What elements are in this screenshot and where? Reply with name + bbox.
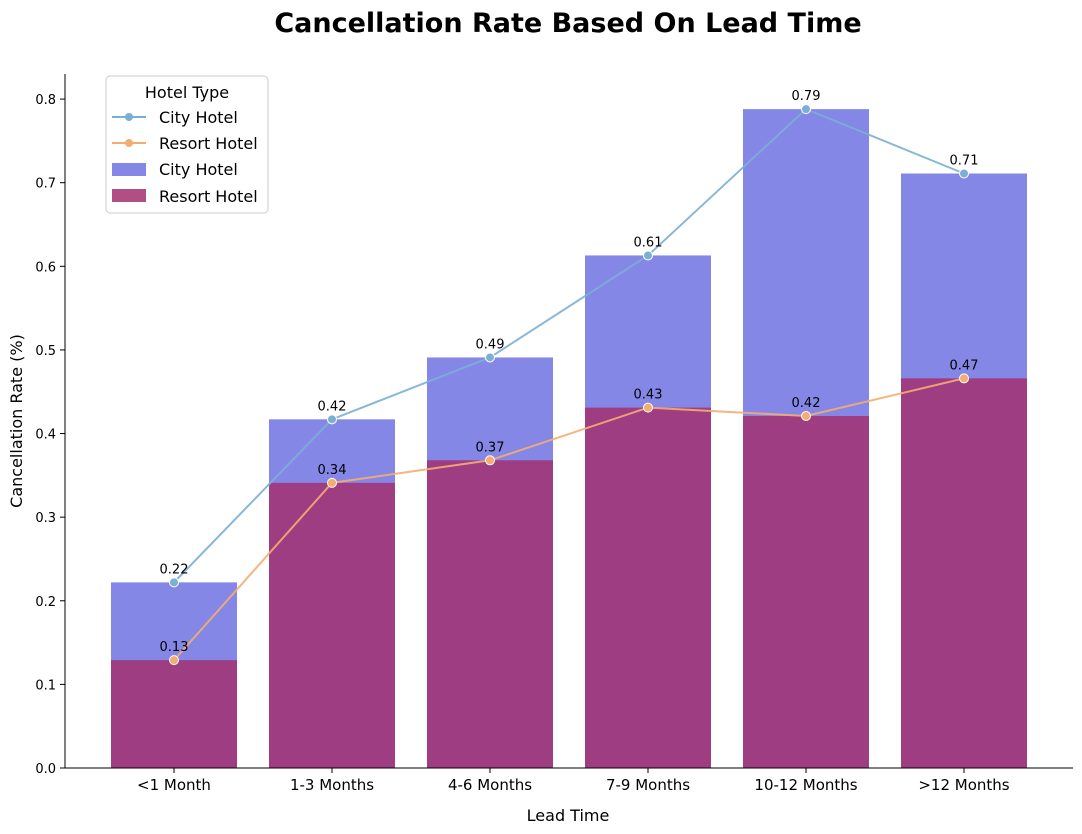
resort-hotel-marker <box>327 477 337 488</box>
legend-bar-swatch <box>112 163 146 176</box>
y-tick-label: 0.5 <box>35 344 56 359</box>
resort-hotel-bar <box>111 660 237 768</box>
resort-hotel-bar <box>901 378 1027 768</box>
resort-hotel-data-label: 0.47 <box>950 358 979 373</box>
resort-hotel-data-label: 0.13 <box>160 640 189 655</box>
y-tick-label: 0.7 <box>35 177 56 192</box>
legend-marker <box>125 113 133 121</box>
x-tick-label: 4-6 Months <box>448 776 532 794</box>
city-hotel-marker <box>643 250 653 261</box>
legend-entry-city-hotel-bar: City Hotel <box>112 160 238 179</box>
y-tick-label: 0.4 <box>35 428 56 443</box>
city-hotel-marker <box>169 577 179 588</box>
resort-hotel-marker <box>485 455 495 466</box>
city-hotel-marker <box>801 104 811 115</box>
y-tick-label: 0.3 <box>35 511 56 526</box>
resort-hotel-bar <box>269 482 395 768</box>
legend-label: Resort Hotel <box>159 187 258 206</box>
legend-bar-swatch <box>112 189 146 202</box>
city-hotel-data-label: 0.22 <box>160 562 189 577</box>
city-hotel-marker <box>327 414 337 425</box>
legend-entry-resort-hotel-line: Resort Hotel <box>112 134 258 153</box>
legend-label: City Hotel <box>159 108 238 127</box>
y-axis-label: Cancellation Rate (%) <box>7 334 26 508</box>
resort-hotel-bar <box>743 415 869 768</box>
city-hotel-data-label: 0.42 <box>318 399 347 414</box>
legend: Hotel Type City Hotel Resort Hotel City … <box>105 75 269 214</box>
y-tick-label: 0.1 <box>35 678 56 693</box>
city-hotel-marker <box>959 168 969 179</box>
data-labels-layer: 0.22 0.42 0.49 0.61 0.79 0.71 0.13 0.34 0.37 0.43… <box>160 89 979 655</box>
x-tick-label: 7-9 Months <box>606 776 690 794</box>
resort-hotel-data-label: 0.34 <box>318 463 347 478</box>
city-hotel-marker <box>485 352 495 363</box>
resort-hotel-marker <box>169 655 179 666</box>
legend-label: Resort Hotel <box>159 134 258 153</box>
resort-hotel-marker <box>801 410 811 421</box>
legend-marker <box>125 139 133 147</box>
resort-hotel-marker <box>959 373 969 384</box>
y-ticks: 0.0 0.1 0.2 0.3 0.4 0.5 0.6 0.7 0.8 <box>35 93 65 777</box>
x-axis-label: Lead Time <box>527 806 610 825</box>
city-hotel-data-label: 0.79 <box>792 89 821 104</box>
resort-hotel-data-label: 0.42 <box>792 396 821 411</box>
legend-entry-city-hotel-line: City Hotel <box>112 108 238 127</box>
y-tick-label: 0.2 <box>35 595 56 610</box>
x-ticks: <1 Month 1-3 Months 4-6 Months 7-9 Months 10… <box>137 768 1010 794</box>
city-hotel-line <box>173 107 965 584</box>
city-hotel-data-label: 0.49 <box>476 337 505 352</box>
chart-title: Cancellation Rate Based On Lead Time <box>274 8 861 39</box>
resort-hotel-data-label: 0.37 <box>476 440 505 455</box>
y-tick-label: 0.8 <box>35 93 56 108</box>
city-hotel-data-label: 0.61 <box>634 235 663 250</box>
x-tick-label: 1-3 Months <box>290 776 374 794</box>
y-tick-label: 0.6 <box>35 260 56 275</box>
x-tick-label: >12 Months <box>918 776 1009 794</box>
legend-entry-resort-hotel-bar: Resort Hotel <box>112 187 258 206</box>
legend-frame <box>105 75 269 214</box>
x-tick-label: 10-12 Months <box>754 776 857 794</box>
resort-hotel-data-label: 0.43 <box>634 388 663 403</box>
lines-layer <box>169 104 969 666</box>
x-tick-label: <1 Month <box>137 776 211 794</box>
resort-hotel-bar <box>427 460 553 768</box>
city-hotel-data-label: 0.71 <box>950 154 979 169</box>
y-tick-label: 0.0 <box>35 762 56 777</box>
resort-hotel-marker <box>643 402 653 413</box>
resort-hotel-bar <box>585 407 711 768</box>
legend-title: Hotel Type <box>145 83 229 102</box>
legend-label: City Hotel <box>159 160 238 179</box>
axes <box>64 74 1073 769</box>
resort-hotel-line <box>173 377 965 661</box>
